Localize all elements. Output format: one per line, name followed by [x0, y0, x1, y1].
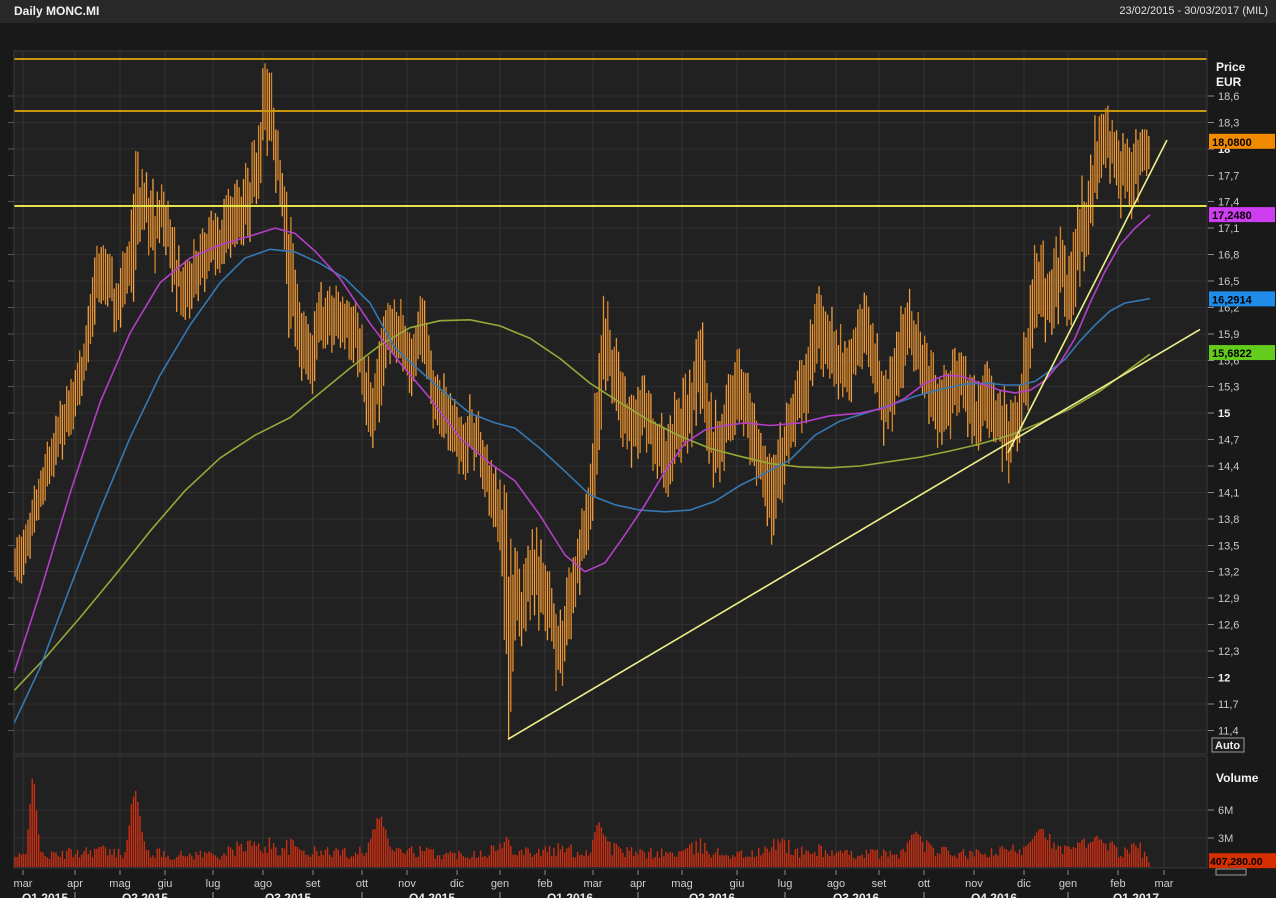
month-label: mag — [109, 878, 130, 890]
month-label: lug — [778, 878, 793, 890]
last-price-tag-text: 18,0800 — [1212, 137, 1252, 149]
price-tick-label: 15,9 — [1218, 329, 1239, 341]
price-tick-label: 15 — [1218, 408, 1230, 420]
price-tick-label: 16,5 — [1218, 276, 1239, 288]
volume-axis-title: Volume — [1216, 771, 1259, 785]
quarter-label: Q2 2016 — [689, 891, 735, 898]
quarter-label: Q1 2015 — [22, 891, 68, 898]
quarter-label: Q3 2015 — [265, 891, 311, 898]
price-tick-label: 18,6 — [1218, 91, 1239, 103]
month-label: feb — [1110, 878, 1125, 890]
price-tick-label: 15,3 — [1218, 382, 1239, 394]
price-tick-label: 16,8 — [1218, 250, 1239, 262]
chart-title: Daily MONC.MI — [14, 4, 100, 18]
month-label: mar — [14, 878, 33, 890]
ma-fast-tag-text: 17,2480 — [1212, 210, 1252, 222]
price-tick-label: 13,8 — [1218, 514, 1239, 526]
auto-button-box[interactable] — [1211, 737, 1245, 753]
month-label: gen — [1059, 878, 1077, 890]
price-tick-label: 14,4 — [1218, 461, 1239, 473]
month-label: dic — [1017, 878, 1032, 890]
price-tick-label: 11,4 — [1218, 725, 1239, 737]
volume-bars — [14, 778, 1150, 867]
ma-slow-line — [13, 318, 1151, 692]
quarter-label: Q4 2016 — [971, 891, 1017, 898]
price-axis-title: EUR — [1216, 75, 1242, 89]
ma-fast-tag-box — [1209, 207, 1275, 223]
chart-titlebar: Daily MONC.MI 23/02/2015 - 30/03/2017 (M… — [0, 0, 1276, 24]
price-tick-label: 14,1 — [1218, 487, 1239, 499]
price-tick-label: 14,7 — [1218, 435, 1239, 447]
last-volume-box — [1209, 853, 1276, 869]
month-label: set — [872, 878, 887, 890]
month-label: ott — [918, 878, 930, 890]
month-label: ago — [254, 878, 272, 890]
auto-button-label: Auto — [1215, 740, 1240, 752]
month-label: mar — [1155, 878, 1174, 890]
volume-panel-frame — [13, 755, 1208, 869]
volume-auto-box[interactable] — [1215, 868, 1247, 876]
price-tick-label: 12,6 — [1218, 620, 1239, 632]
last-volume-tag: 407,280.00 — [1209, 853, 1276, 869]
last-price-tag-box — [1209, 133, 1275, 149]
month-label: ott — [356, 878, 368, 890]
month-label: nov — [398, 878, 416, 890]
last-volume-text: 407,280.00 — [1210, 856, 1263, 868]
month-label: dic — [450, 878, 465, 890]
month-label: nov — [965, 878, 983, 890]
month-label: apr — [630, 878, 646, 890]
quarter-label: Q1 2016 — [547, 891, 593, 898]
v-gridlines — [22, 51, 1165, 868]
price-tick-label: 13,2 — [1218, 567, 1239, 579]
ma-mid-tag-text: 16,2914 — [1212, 294, 1253, 306]
trend-line[interactable] — [1007, 139, 1168, 454]
month-label: feb — [537, 878, 552, 890]
price-tick-label: 18,3 — [1218, 117, 1239, 129]
last-price-tag: 18,0800 — [1209, 133, 1275, 149]
price-tick-label: 12,9 — [1218, 593, 1239, 605]
price-tick-label: 12 — [1218, 672, 1230, 684]
volume-tick-label: 3M — [1218, 833, 1233, 845]
auto-button[interactable]: Auto — [1211, 737, 1245, 753]
chart-canvas[interactable]: Price EUR 11,4 11,7 12 12,3 12,6 12,9 13,2 13,5 13… — [0, 23, 1276, 898]
month-label: set — [306, 878, 321, 890]
ma-mid-line — [13, 248, 1151, 724]
month-label: apr — [67, 878, 83, 890]
quarter-label: Q3 2016 — [833, 891, 879, 898]
month-label: ago — [827, 878, 845, 890]
month-label: giu — [730, 878, 745, 890]
ma-slow-tag: 15,6822 — [1209, 345, 1275, 361]
ma-slow-tag-text: 15,6822 — [1212, 348, 1252, 360]
price-tick-label: 12,3 — [1218, 646, 1239, 658]
ma-mid-tag: 16,2914 — [1209, 291, 1275, 307]
quarter-label: Q2 2015 — [122, 891, 168, 898]
ma-fast-line — [13, 214, 1151, 674]
ma-fast-tag: 17,2480 — [1209, 207, 1275, 223]
month-label: giu — [158, 878, 173, 890]
time-axis: mar apr mag giu lug ago set ott nov dic gen feb mar a… — [14, 870, 1174, 898]
price-tick-label: 17,7 — [1218, 170, 1239, 182]
price-tick-label: 11,7 — [1218, 699, 1239, 711]
quarter-label: Q4 2015 — [409, 891, 455, 898]
price-axis-title: Price — [1216, 60, 1246, 74]
ma-slow-tag-box — [1209, 345, 1275, 361]
ma-mid-tag-box — [1209, 291, 1275, 307]
price-tick-label: 13,5 — [1218, 540, 1239, 552]
volume-auto-button[interactable] — [1215, 868, 1247, 876]
month-label: mag — [671, 878, 692, 890]
month-label: mar — [584, 878, 603, 890]
volume-tick-label: 6M — [1218, 805, 1233, 817]
price-tick-label: 17,4 — [1218, 197, 1239, 209]
month-label: lug — [206, 878, 221, 890]
price-tick-label: 17,1 — [1218, 223, 1239, 235]
chart-date-range: 23/02/2015 - 30/03/2017 (MIL) — [1119, 5, 1268, 17]
quarter-label: Q1 2017 — [1113, 891, 1159, 898]
month-label: gen — [491, 878, 509, 890]
price-panel-frame — [13, 50, 1208, 755]
trend-line[interactable] — [507, 328, 1201, 740]
